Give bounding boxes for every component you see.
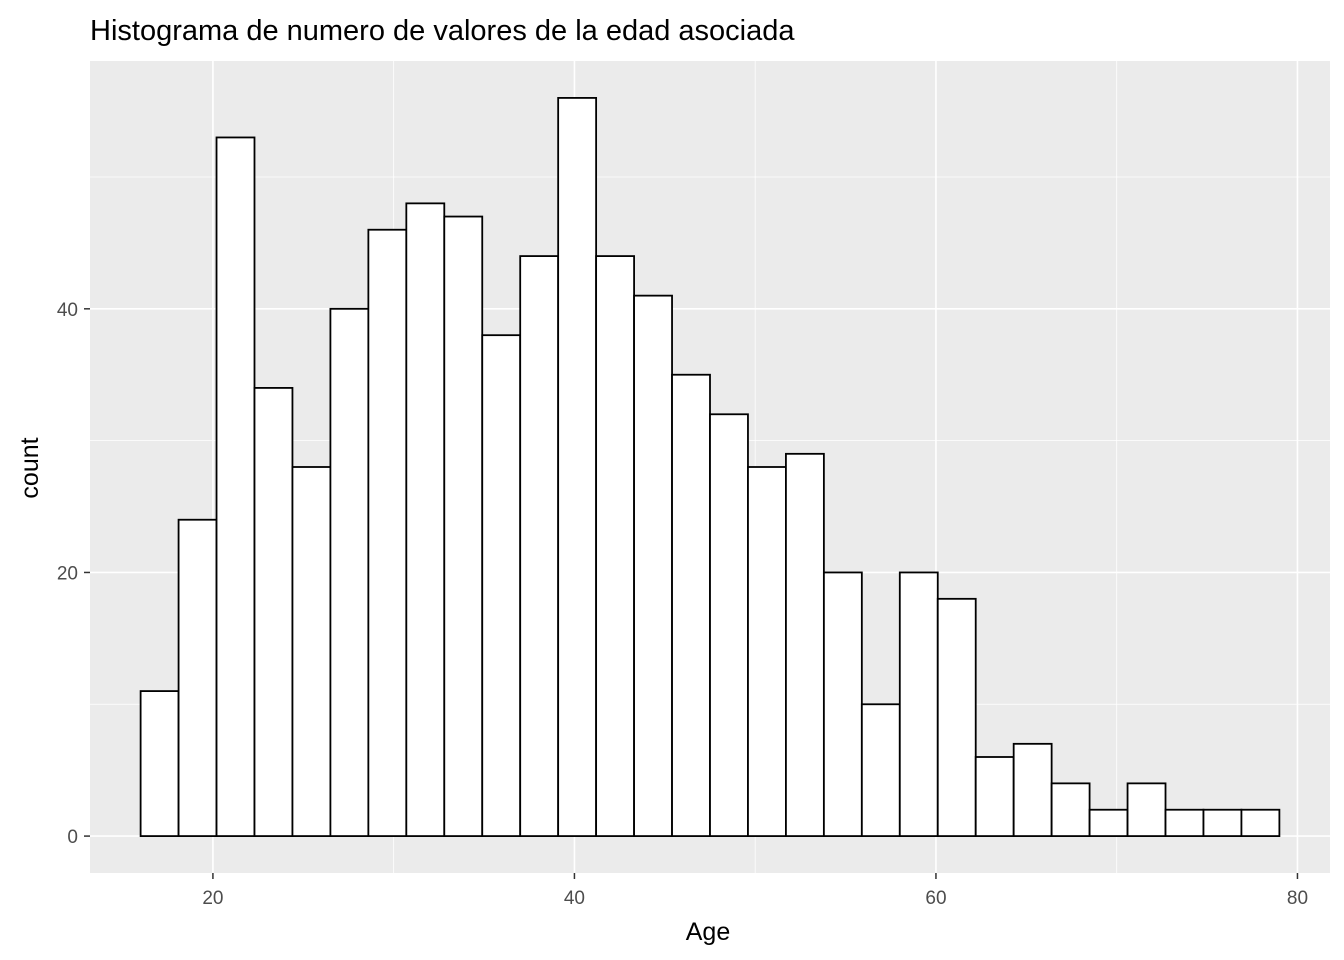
histogram-bar bbox=[367, 228, 408, 837]
histogram-bar bbox=[139, 690, 180, 837]
histogram-bars bbox=[139, 97, 1281, 837]
histogram-bar bbox=[633, 294, 673, 837]
y-tick-label: 20 bbox=[57, 563, 78, 584]
histogram-bar bbox=[1126, 782, 1167, 837]
chart-title: Histograma de numero de valores de la ed… bbox=[90, 15, 795, 47]
histogram-bar bbox=[822, 571, 863, 837]
histogram-bar bbox=[405, 202, 446, 837]
histogram-bar bbox=[1164, 808, 1205, 837]
histogram-bar bbox=[785, 452, 825, 837]
histogram-bar bbox=[747, 466, 787, 837]
histogram-bar bbox=[1202, 808, 1243, 837]
histogram-bar bbox=[291, 466, 332, 837]
x-tick-label: 60 bbox=[925, 888, 946, 909]
histogram-bar bbox=[936, 597, 977, 837]
histogram-bar bbox=[1012, 742, 1053, 837]
x-tick-label: 80 bbox=[1287, 888, 1308, 909]
y-axis-title: count bbox=[16, 437, 44, 498]
histogram-bar bbox=[253, 387, 294, 837]
y-axis: 0 20 40 bbox=[57, 300, 90, 848]
histogram-bar bbox=[974, 756, 1015, 837]
histogram-bar bbox=[595, 255, 635, 837]
histogram-bar bbox=[898, 571, 939, 837]
x-axis: 20 40 60 80 bbox=[202, 873, 1308, 909]
histogram-bar bbox=[1240, 808, 1281, 837]
histogram-bar bbox=[481, 334, 522, 837]
x-tick-label: 40 bbox=[564, 888, 585, 909]
histogram-bar bbox=[329, 307, 370, 837]
x-axis-title: Age bbox=[686, 918, 730, 946]
histogram-bar bbox=[443, 215, 484, 837]
y-tick-label: 40 bbox=[57, 300, 78, 321]
x-tick-label: 20 bbox=[202, 888, 223, 909]
y-tick-label: 0 bbox=[67, 827, 78, 848]
histogram-bar bbox=[1088, 808, 1129, 837]
histogram-bar bbox=[557, 97, 598, 837]
histogram-bar bbox=[519, 255, 560, 837]
histogram-bar bbox=[1050, 782, 1091, 837]
histogram-bar bbox=[177, 518, 218, 837]
histogram-bar bbox=[709, 413, 749, 837]
histogram-bar bbox=[215, 136, 256, 837]
histogram-bar bbox=[671, 373, 711, 837]
histogram-bar bbox=[860, 703, 901, 837]
